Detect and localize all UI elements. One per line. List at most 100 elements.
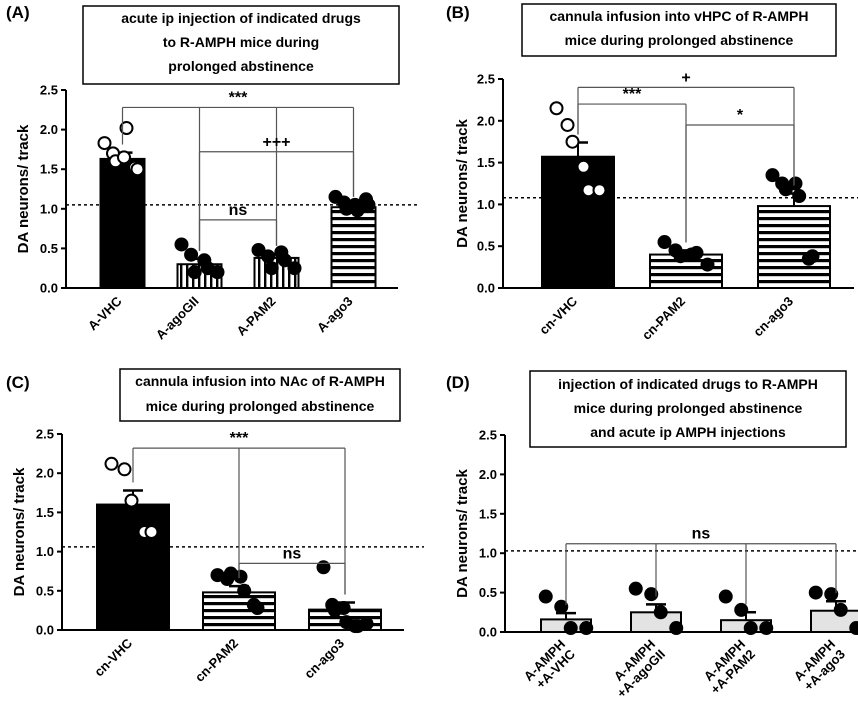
category-label: A-ago3 xyxy=(314,294,356,336)
category-label: A-AMPH+A-PAM2 xyxy=(698,637,758,697)
y-tick-label: 0.0 xyxy=(479,625,497,640)
y-axis-label: DA neurons/ track xyxy=(15,124,32,253)
data-point xyxy=(97,136,112,151)
data-point xyxy=(849,621,858,636)
y-tick-label: 2.5 xyxy=(477,72,495,87)
data-point xyxy=(824,587,839,602)
y-axis-label: DA neurons/ track xyxy=(454,469,471,598)
y-tick-label: 0.5 xyxy=(40,241,58,256)
data-point xyxy=(759,621,774,636)
data-point xyxy=(233,569,248,584)
panel-label: (D) xyxy=(446,373,470,392)
bar xyxy=(99,157,146,289)
significance-label: * xyxy=(737,107,744,124)
y-tick-label: 0.5 xyxy=(479,585,497,600)
data-point xyxy=(734,602,749,617)
y-tick-label: 1.5 xyxy=(477,155,495,170)
title-line: cannula infusion into NAc of R-AMPH xyxy=(135,373,385,389)
data-point xyxy=(117,462,132,477)
data-point xyxy=(210,265,225,280)
title-box xyxy=(119,368,401,422)
y-tick-label: 1.5 xyxy=(479,506,497,521)
data-point xyxy=(628,581,643,596)
data-point xyxy=(361,197,376,212)
data-point xyxy=(644,587,659,602)
y-tick-label: 1.5 xyxy=(36,505,54,520)
y-tick-label: 1.0 xyxy=(40,201,58,216)
y-tick-label: 0.5 xyxy=(477,239,495,254)
data-point xyxy=(653,605,668,620)
category-label: A-AMPH+A-ago3 xyxy=(791,637,848,694)
category-label: cn-ago3 xyxy=(750,294,796,340)
y-tick-label: 2.0 xyxy=(479,467,497,482)
data-point xyxy=(563,621,578,636)
data-point xyxy=(700,257,715,272)
data-point xyxy=(579,621,594,636)
data-point xyxy=(250,601,265,616)
data-point xyxy=(117,150,131,165)
data-point xyxy=(538,589,553,604)
significance-label: *** xyxy=(230,430,249,447)
category-label: cn-PAM2 xyxy=(192,636,241,685)
category-label: A-VHC xyxy=(85,293,125,333)
y-tick-label: 0.0 xyxy=(40,281,58,296)
data-point xyxy=(130,162,145,177)
data-point xyxy=(743,621,758,636)
y-axis-label: DA neurons/ track xyxy=(454,119,471,248)
category-label: A-PAM2 xyxy=(233,294,278,339)
category-label: cn-VHC xyxy=(536,293,580,337)
y-tick-label: 0.5 xyxy=(36,583,54,598)
data-point xyxy=(174,237,189,252)
significance-label: + xyxy=(681,69,690,86)
data-point xyxy=(549,101,564,116)
title-box xyxy=(529,370,847,448)
significance-label: ns xyxy=(692,526,711,543)
bar xyxy=(330,206,377,289)
data-point xyxy=(792,189,807,204)
title-line: cannula infusion into vHPC of R-AMPH xyxy=(550,8,809,24)
data-point xyxy=(237,583,252,598)
y-tick-label: 2.5 xyxy=(40,83,58,98)
y-tick-label: 2.5 xyxy=(479,428,497,443)
data-point xyxy=(277,253,292,268)
data-point xyxy=(119,121,134,136)
category-label: cn-VHC xyxy=(91,635,135,679)
significance-label: +++ xyxy=(262,134,290,151)
title-box xyxy=(521,3,837,57)
category-label: cn-PAM2 xyxy=(639,294,688,343)
significance-label: ns xyxy=(229,202,248,219)
title-line: mice during prolonged abstinence xyxy=(565,32,794,48)
panel-1: (B) cannula infusion into vHPC of R-AMPH m… xyxy=(446,3,858,343)
title-line: injection of indicated drugs to R-AMPH xyxy=(558,376,818,392)
y-tick-label: 1.0 xyxy=(36,544,54,559)
data-point xyxy=(765,168,780,183)
data-point xyxy=(718,589,733,604)
data-point xyxy=(316,560,331,575)
significance-label: ns xyxy=(283,545,302,562)
data-point xyxy=(359,616,374,631)
category-label: A-AMPH+A-agoGII xyxy=(604,637,668,701)
y-tick-label: 1.5 xyxy=(40,162,58,177)
y-tick-label: 2.5 xyxy=(36,427,54,442)
data-point xyxy=(261,249,276,264)
title-line: mice during prolonged abstinence xyxy=(574,400,803,416)
data-point xyxy=(350,203,365,218)
data-point xyxy=(565,134,580,149)
data-point xyxy=(336,601,351,616)
data-point xyxy=(833,602,848,617)
category-label: cn-ago3 xyxy=(301,636,347,682)
y-tick-label: 2.0 xyxy=(40,122,58,137)
bar xyxy=(757,205,831,290)
data-point xyxy=(264,261,279,276)
panel-3: (D) injection of indicated drugs to R-AMP… xyxy=(446,370,858,701)
y-tick-label: 0.0 xyxy=(477,281,495,296)
data-point xyxy=(673,249,688,264)
data-point xyxy=(657,235,672,250)
significance-label: *** xyxy=(623,86,642,103)
data-point xyxy=(554,599,569,614)
title-line: prolonged abstinence xyxy=(168,58,314,74)
title-line: to R-AMPH mice during xyxy=(163,34,319,50)
bar xyxy=(202,591,276,631)
data-point xyxy=(669,621,684,636)
